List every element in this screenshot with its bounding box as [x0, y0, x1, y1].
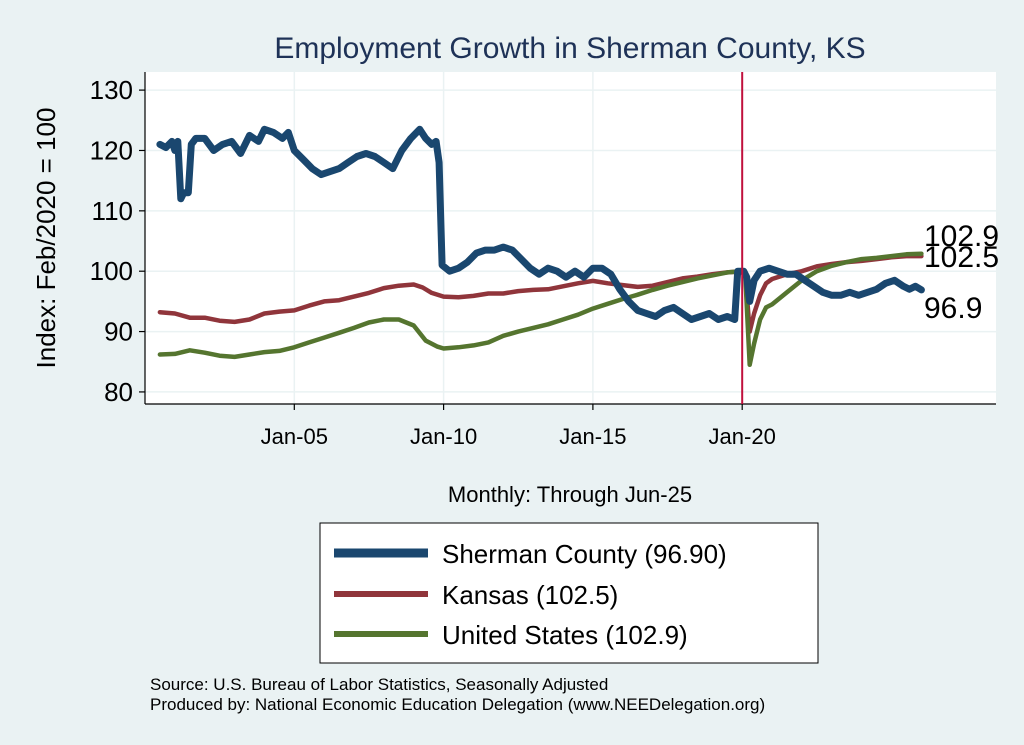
- x-tick-label: Jan-20: [709, 424, 776, 449]
- y-axis-label: Index: Feb/2020 = 100: [31, 108, 61, 369]
- end-label-kansas: 102.5: [924, 241, 999, 274]
- y-tick-label: 120: [90, 135, 133, 165]
- x-tick-label: Jan-15: [559, 424, 626, 449]
- y-tick-label: 130: [90, 75, 133, 105]
- x-tick-label: Jan-05: [261, 424, 328, 449]
- y-tick-label: 90: [104, 317, 133, 347]
- y-tick-label: 80: [104, 377, 133, 407]
- produced-note: Produced by: National Economic Education…: [150, 695, 765, 714]
- end-label-sherman: 96.9: [924, 292, 982, 325]
- source-note: Source: U.S. Bureau of Labor Statistics,…: [150, 675, 608, 694]
- y-tick-label: 100: [90, 256, 133, 286]
- plot-area: [145, 72, 996, 404]
- end-label-us: 102.9: [924, 220, 999, 253]
- legend: Sherman County (96.90) Kansas (102.5) Un…: [319, 522, 819, 664]
- legend-label-us: United States (102.9): [442, 620, 688, 650]
- legend-label-sherman: Sherman County (96.90): [442, 539, 727, 569]
- x-tick-label: Jan-10: [410, 424, 477, 449]
- legend-label-kansas: Kansas (102.5): [442, 580, 618, 610]
- series-line-us: [157, 251, 924, 368]
- chart-title: Employment Growth in Sherman County, KS: [274, 32, 865, 65]
- series-line-sherman: [156, 125, 925, 323]
- y-tick-label: 110: [92, 196, 133, 226]
- x-axis-label: Monthly: Through Jun-25: [448, 482, 692, 507]
